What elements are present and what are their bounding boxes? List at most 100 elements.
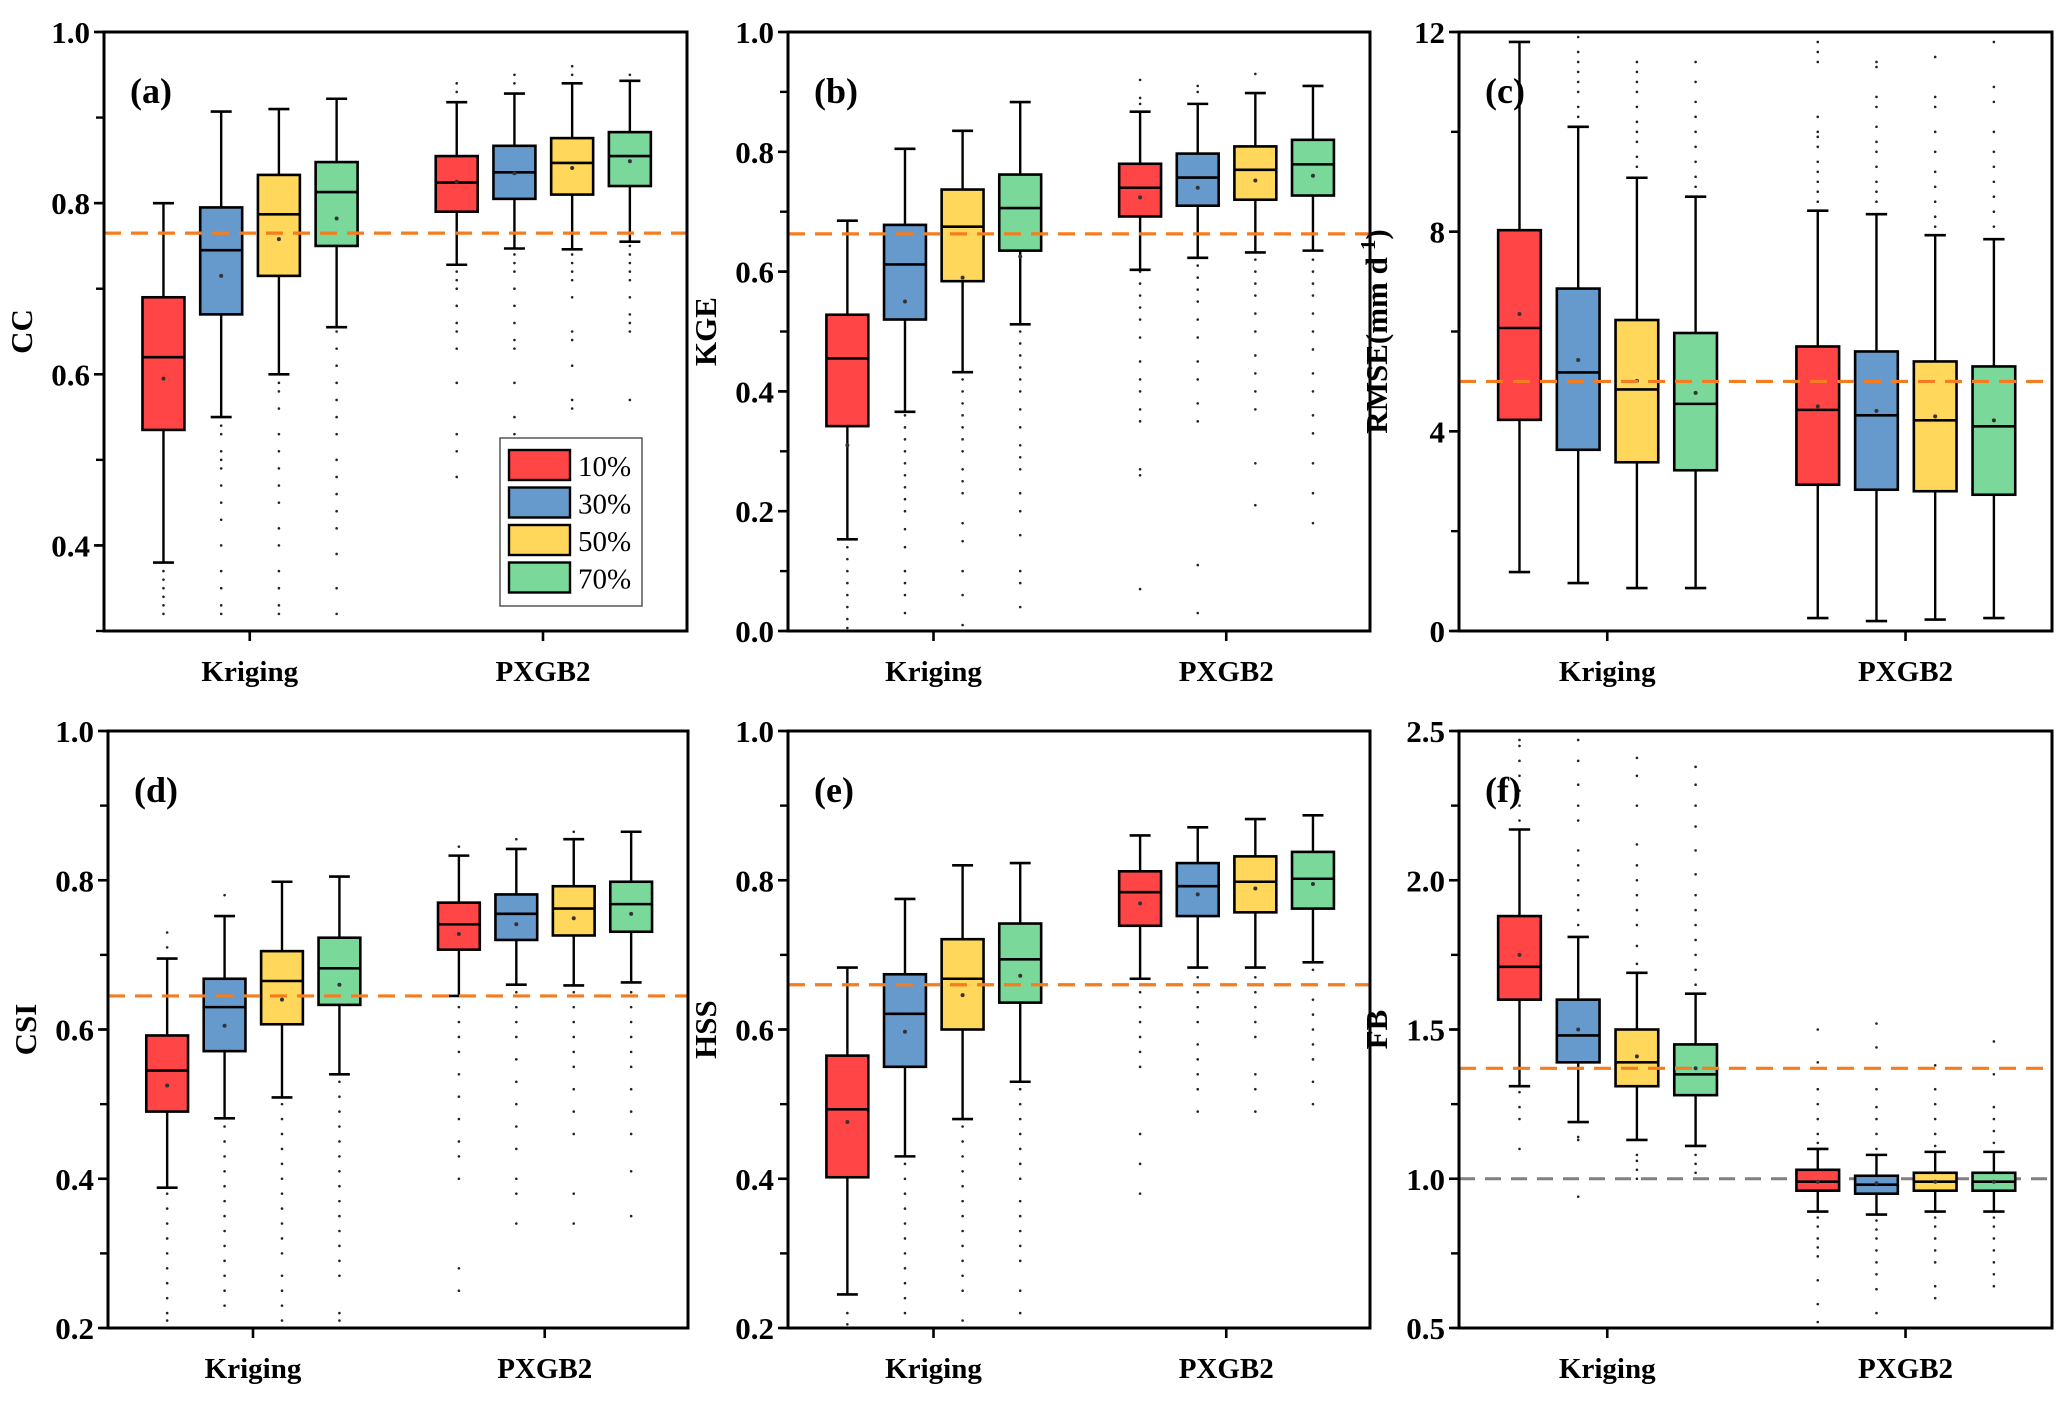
outlier-point bbox=[219, 612, 223, 616]
iqr-box bbox=[1614, 318, 1660, 464]
outlier-point bbox=[628, 313, 632, 316]
outlier-point bbox=[280, 1319, 284, 1322]
y-tick-label: 0.8 bbox=[51, 186, 90, 221]
outlier-point bbox=[1635, 878, 1639, 882]
outlier-point bbox=[1138, 360, 1142, 363]
x-category-label: PXGB2 bbox=[497, 1353, 592, 1385]
mean-point bbox=[1195, 185, 1200, 190]
outlier-point bbox=[903, 1162, 907, 1166]
outlier-point bbox=[1933, 170, 1937, 174]
box-pxgb2-30pct bbox=[494, 837, 539, 1225]
outlier-point bbox=[223, 1199, 226, 1203]
outlier-point bbox=[1138, 473, 1142, 477]
outlier-point bbox=[515, 1147, 518, 1151]
iqr-box bbox=[256, 173, 302, 278]
outlier-point bbox=[513, 287, 516, 291]
outlier-point bbox=[1992, 40, 1996, 44]
outlier-point bbox=[165, 1267, 169, 1270]
x-category-label: Kriging bbox=[885, 656, 982, 688]
outlier-point bbox=[457, 845, 461, 848]
outlier-point bbox=[1816, 115, 1820, 119]
iqr-box bbox=[198, 206, 244, 316]
box-kriging-10pct bbox=[825, 966, 870, 1326]
outlier-point bbox=[1254, 1072, 1257, 1076]
panel-f: 0.5 1.0 1.5 2.0 2.5 Kriging PXGB2 FB (f) bbox=[1359, 714, 2054, 1385]
outlier-point bbox=[280, 1192, 284, 1195]
plot-frame bbox=[1457, 729, 2054, 1330]
x-category-label: PXGB2 bbox=[495, 656, 590, 688]
outlier-point bbox=[162, 612, 165, 616]
outlier-point bbox=[1518, 744, 1521, 748]
outlier-point bbox=[1138, 102, 1142, 106]
outlier-point bbox=[1311, 330, 1315, 333]
box-kriging-30pct bbox=[882, 147, 928, 615]
outlier-point bbox=[1694, 983, 1697, 987]
iqr-box bbox=[436, 901, 482, 951]
outlier-point bbox=[1311, 282, 1315, 285]
outlier-point bbox=[1816, 190, 1820, 194]
outlier-point bbox=[1196, 84, 1200, 88]
outlier-point bbox=[961, 1125, 964, 1128]
outlier-point bbox=[846, 617, 849, 621]
outlier-point bbox=[1254, 461, 1257, 465]
outlier-point bbox=[570, 64, 574, 68]
legend-item-70pct: 70% bbox=[507, 561, 631, 596]
outlier-point bbox=[1254, 282, 1257, 285]
outlier-point bbox=[572, 1035, 576, 1039]
outlier-point bbox=[1694, 80, 1697, 84]
outlier-point bbox=[1635, 70, 1639, 74]
outlier-point bbox=[1933, 150, 1937, 154]
outlier-point bbox=[1138, 1132, 1142, 1136]
outlier-point bbox=[570, 278, 574, 282]
outlier-point bbox=[628, 73, 632, 77]
outlier-point bbox=[335, 612, 338, 616]
outlier-point bbox=[223, 1184, 226, 1188]
box-pxgb2-70pct bbox=[1290, 814, 1336, 1106]
outlier-point bbox=[1018, 569, 1022, 573]
outlier-point bbox=[513, 253, 516, 256]
outlier-point bbox=[455, 278, 459, 282]
outlier-point bbox=[1694, 185, 1697, 189]
outlier-point bbox=[335, 492, 338, 496]
outlier-point bbox=[961, 390, 964, 393]
outlier-point bbox=[1933, 1216, 1937, 1219]
outlier-point bbox=[1635, 774, 1639, 778]
outlier-point bbox=[1816, 1278, 1820, 1282]
outlier-point bbox=[1635, 155, 1639, 159]
outlier-point bbox=[1138, 1005, 1142, 1009]
outlier-point bbox=[1933, 1225, 1937, 1228]
outlier-point bbox=[961, 539, 964, 543]
outlier-point bbox=[570, 364, 574, 368]
outlier-point bbox=[1694, 938, 1697, 942]
outlier-point bbox=[846, 626, 849, 630]
outlier-point bbox=[1816, 1117, 1820, 1121]
y-tick-label: 0 bbox=[1430, 614, 1446, 649]
outlier-point bbox=[629, 1050, 633, 1054]
outlier-point bbox=[455, 287, 459, 291]
outlier-point bbox=[1875, 1105, 1878, 1109]
outlier-point bbox=[903, 497, 907, 501]
outlier-point bbox=[223, 1169, 226, 1173]
outlier-point bbox=[1518, 804, 1521, 807]
outlier-point bbox=[162, 604, 165, 607]
outlier-point bbox=[1018, 1087, 1022, 1091]
outlier-point bbox=[903, 1177, 907, 1181]
outlier-point bbox=[1992, 195, 1996, 199]
outlier-point bbox=[1311, 998, 1315, 1001]
outlier-point bbox=[1635, 1159, 1639, 1163]
legend-label: 50% bbox=[578, 526, 631, 558]
mean-point bbox=[1874, 408, 1879, 413]
outlier-point bbox=[455, 475, 459, 479]
outlier-point bbox=[903, 414, 907, 417]
mean-point bbox=[1991, 418, 1996, 423]
x-category-label: Kriging bbox=[201, 656, 298, 688]
y-tick-label: 2.0 bbox=[1406, 863, 1445, 898]
box-kriging-10pct bbox=[1496, 40, 1543, 574]
outlier-point bbox=[1635, 60, 1639, 64]
outlier-point bbox=[572, 1005, 576, 1009]
y-axis-title: CSI bbox=[8, 1004, 43, 1056]
y-tick-label: 1.0 bbox=[1406, 1162, 1445, 1197]
outlier-point bbox=[1018, 408, 1022, 411]
outlier-point bbox=[1933, 1102, 1937, 1106]
outlier-point bbox=[961, 1155, 964, 1158]
